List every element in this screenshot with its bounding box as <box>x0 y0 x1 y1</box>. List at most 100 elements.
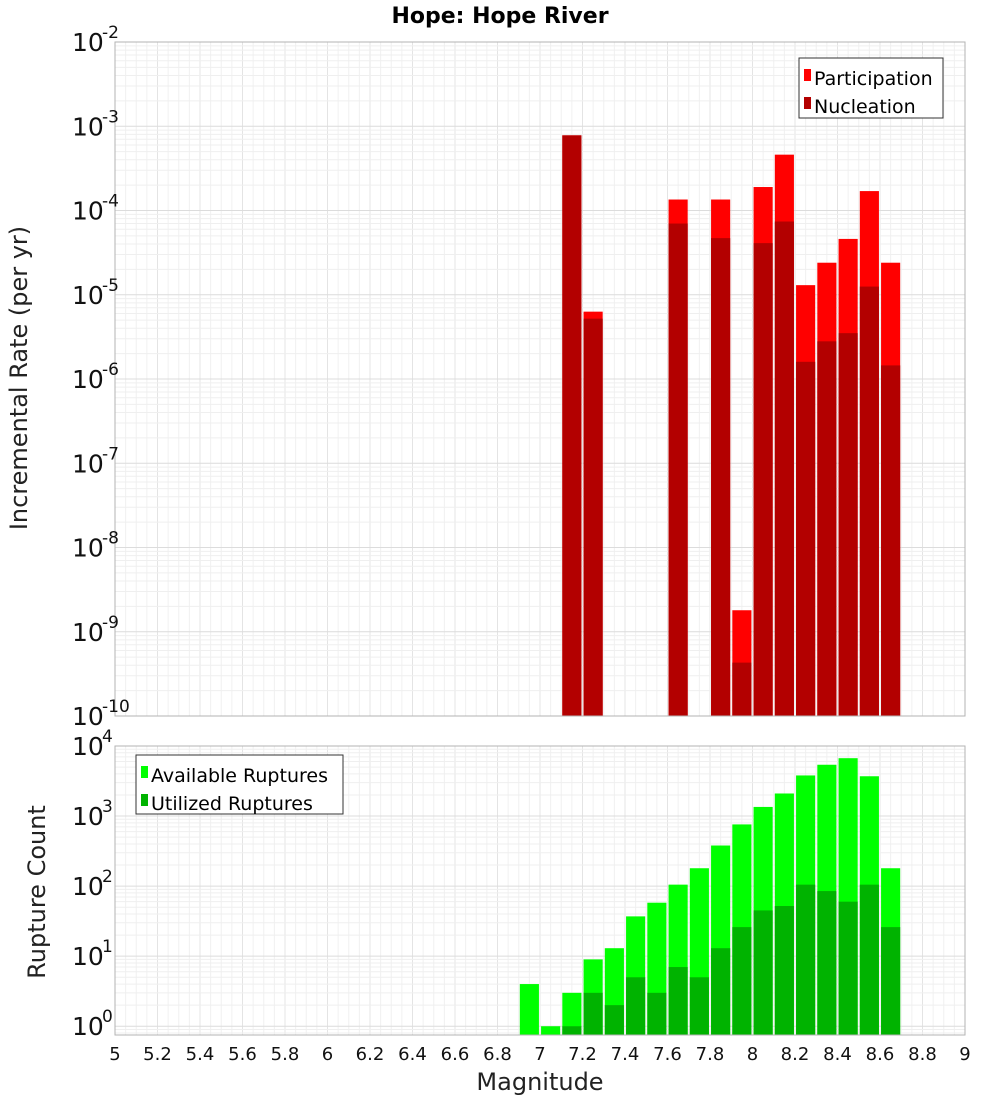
bar-nucleation <box>732 662 752 716</box>
x-tick-label: 7.4 <box>611 1044 640 1065</box>
bar-utilized-ruptures <box>796 884 816 1035</box>
y-tick-label: 10 <box>72 732 104 761</box>
legend: Participation Nucleation <box>798 57 944 119</box>
grid <box>114 41 966 717</box>
legend-swatch <box>141 766 148 778</box>
x-tick-label: 6 <box>322 1044 333 1065</box>
x-tick-label: 7 <box>534 1044 545 1065</box>
bar-nucleation <box>583 318 603 716</box>
y-tick-label: 10 <box>72 1012 104 1041</box>
bar-nucleation <box>774 221 794 717</box>
bar-utilized-ruptures <box>689 977 709 1035</box>
legend-swatch <box>141 794 148 806</box>
y-tick-label: 10 <box>72 942 104 971</box>
y-tick-exponent: -7 <box>102 444 119 464</box>
bar-nucleation <box>817 341 837 716</box>
bar-utilized-ruptures <box>626 977 646 1035</box>
x-tick-label: 8.2 <box>781 1044 810 1065</box>
bar-utilized-ruptures <box>604 1005 624 1035</box>
x-tick-label: 8.4 <box>823 1044 852 1065</box>
bar-utilized-ruptures <box>838 901 858 1035</box>
bar-utilized-ruptures <box>583 992 603 1035</box>
bar-utilized-ruptures <box>881 927 901 1035</box>
y-tick-exponent: -4 <box>102 192 119 212</box>
y-tick-label: 10 <box>72 112 104 141</box>
bar-utilized-ruptures <box>817 891 837 1035</box>
chart-title: Hope: Hope River <box>391 4 608 29</box>
legend: Available Ruptures Utilized Ruptures <box>135 754 344 815</box>
bar-nucleation <box>859 286 879 716</box>
bar-nucleation <box>668 223 688 717</box>
y-tick-label: 10 <box>72 534 104 563</box>
x-tick-label: 7.6 <box>653 1044 682 1065</box>
y-tick-label: 10 <box>72 28 104 57</box>
legend-label: Utilized Ruptures <box>151 793 313 815</box>
x-tick-label: 8.6 <box>866 1044 895 1065</box>
bar-nucleation <box>711 238 731 716</box>
x-tick-label: 6.6 <box>441 1044 470 1065</box>
bar-available-ruptures <box>562 992 582 1035</box>
legend-box <box>798 57 944 119</box>
plot-frame <box>114 745 966 1036</box>
bars <box>519 758 901 1035</box>
x-tick-label: 5.6 <box>228 1044 257 1065</box>
y-tick-exponent: -6 <box>102 360 119 380</box>
x-tick-label: 5.4 <box>186 1044 215 1065</box>
bar-utilized-ruptures <box>859 884 879 1035</box>
legend-swatch <box>804 97 811 109</box>
y-tick-exponent: 2 <box>102 867 113 887</box>
x-axis-title: Magnitude <box>476 1068 603 1096</box>
x-tick-label: 9 <box>959 1044 970 1065</box>
y-tick-label: 10 <box>72 197 104 226</box>
x-tick-label: 5.2 <box>143 1044 172 1065</box>
bar-nucleation <box>838 333 858 716</box>
y-tick-label: 10 <box>72 872 104 901</box>
y-tick-label: 10 <box>72 449 104 478</box>
y-tick-exponent: -10 <box>102 697 130 717</box>
y-tick-exponent: 3 <box>102 797 113 817</box>
legend-label: Nucleation <box>814 96 916 118</box>
y-tick-exponent: -3 <box>102 107 119 127</box>
y-tick-exponent: -8 <box>102 529 119 549</box>
x-tick-label: 7.2 <box>568 1044 597 1065</box>
legend-box <box>135 754 344 815</box>
bar-utilized-ruptures <box>774 906 794 1035</box>
top-y-axis-title: Incremental Rate (per yr) <box>5 226 33 530</box>
x-tick-label: 7.8 <box>696 1044 725 1065</box>
y-tick-label: 10 <box>72 365 104 394</box>
y-tick-exponent: 1 <box>102 937 113 957</box>
legend-label: Available Ruptures <box>151 765 328 787</box>
x-tick-label: 6.2 <box>356 1044 385 1065</box>
bar-nucleation <box>796 361 816 716</box>
bar-utilized-ruptures <box>753 910 773 1035</box>
bar-available-ruptures <box>519 984 539 1035</box>
bar-utilized-ruptures <box>711 948 731 1035</box>
bar-nucleation <box>562 135 582 716</box>
y-tick-exponent: -5 <box>102 276 119 296</box>
y-tick-exponent: 0 <box>102 1007 113 1027</box>
bar-utilized-ruptures <box>732 927 752 1035</box>
bar-nucleation <box>881 365 901 716</box>
plot-frame <box>114 41 966 717</box>
bottom-y-axis-title: Rupture Count <box>23 805 51 979</box>
y-tick-label: 10 <box>72 802 104 831</box>
y-tick-label: 10 <box>72 702 104 731</box>
x-tick-label: 6.4 <box>398 1044 427 1065</box>
bar-nucleation <box>753 243 773 716</box>
legend-swatch <box>804 69 811 81</box>
y-tick-exponent: 4 <box>102 727 113 747</box>
bar-utilized-ruptures <box>668 967 688 1035</box>
x-tick-label: 5 <box>109 1044 120 1065</box>
bars <box>562 135 901 717</box>
x-tick-label: 8 <box>747 1044 758 1065</box>
y-tick-label: 10 <box>72 618 104 647</box>
bar-available-ruptures <box>541 1026 561 1035</box>
y-tick-label: 10 <box>72 281 104 310</box>
bar-utilized-ruptures <box>562 1026 582 1035</box>
x-tick-label: 5.8 <box>271 1044 300 1065</box>
x-tick-label: 6.8 <box>483 1044 512 1065</box>
legend-label: Participation <box>814 68 933 90</box>
